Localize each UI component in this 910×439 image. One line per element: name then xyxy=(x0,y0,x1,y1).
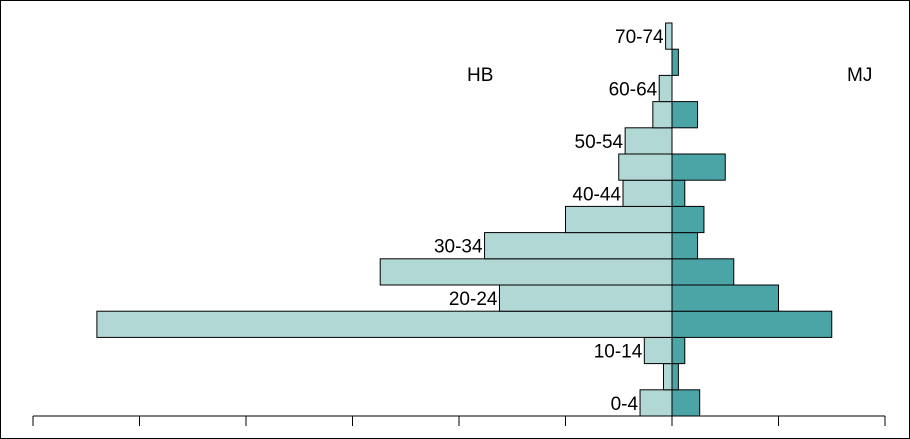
bar-mj-45-49 xyxy=(671,153,726,181)
hb-bars xyxy=(96,22,673,417)
bar-hb-25-29 xyxy=(379,258,673,286)
bar-hb-0-4 xyxy=(639,389,673,417)
category-label-10-14: 10-14 xyxy=(594,342,643,363)
x-axis xyxy=(32,23,886,426)
category-label-70-74: 70-74 xyxy=(615,27,664,48)
bar-mj-25-29 xyxy=(671,258,735,286)
bar-mj-20-24 xyxy=(671,284,779,312)
series-label-hb: HB xyxy=(467,65,493,86)
bar-hb-20-24 xyxy=(498,284,673,312)
series-label-mj: MJ xyxy=(847,65,872,86)
mj-bars xyxy=(671,48,833,417)
bar-hb-30-34 xyxy=(484,232,673,260)
bar-hb-60-64 xyxy=(658,74,673,103)
x-axis-ticks xyxy=(32,416,886,426)
bar-hb-5-9 xyxy=(662,363,673,391)
bar-mj-0-4 xyxy=(671,389,701,417)
bar-hb-40-44 xyxy=(622,179,673,207)
bar-mj-15-19 xyxy=(671,310,833,338)
bar-mj-55-59 xyxy=(671,101,699,129)
bar-hb-35-39 xyxy=(565,205,673,234)
category-label-20-24: 20-24 xyxy=(449,289,498,310)
bar-mj-35-39 xyxy=(671,205,705,234)
category-label-0-4: 0-4 xyxy=(611,394,639,415)
category-labels: 0-4 10-14 20-24 30-34 40-44 50-54 60-64 70-74 xyxy=(434,27,664,415)
bar-hb-55-59 xyxy=(652,101,673,129)
bar-mj-5-9 xyxy=(671,363,679,391)
bar-hb-10-14 xyxy=(643,336,673,365)
bar-mj-65-69 xyxy=(671,48,679,76)
category-label-60-64: 60-64 xyxy=(609,80,658,101)
bar-hb-70-74 xyxy=(665,22,673,50)
category-label-40-44: 40-44 xyxy=(572,184,621,205)
bar-mj-30-34 xyxy=(671,232,699,260)
bar-hb-45-49 xyxy=(618,153,673,181)
bar-mj-10-14 xyxy=(671,336,686,365)
bar-hb-50-54 xyxy=(624,127,673,155)
bar-hb-15-19 xyxy=(96,310,673,338)
category-label-30-34: 30-34 xyxy=(434,237,483,258)
bar-mj-40-44 xyxy=(671,179,686,207)
category-label-50-54: 50-54 xyxy=(575,132,624,153)
